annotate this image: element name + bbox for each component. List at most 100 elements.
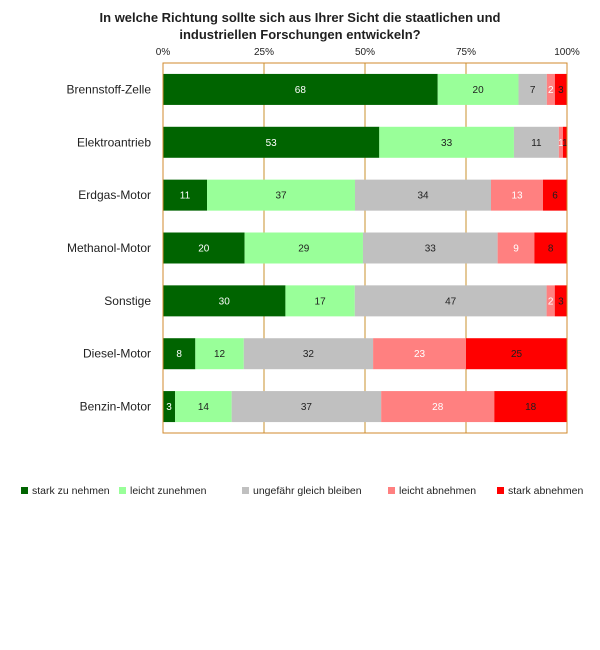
data-label: 2 <box>548 296 554 307</box>
data-label: 29 <box>298 244 310 255</box>
data-label: 28 <box>432 402 444 413</box>
category-labels: Brennstoff-Zelle Elektroantrieb Erdgas-Mot… <box>67 82 152 413</box>
bar-segment <box>379 126 514 158</box>
bar-segment <box>518 73 547 105</box>
bar-segment <box>362 232 498 264</box>
bar-segment <box>562 126 567 158</box>
bar-segment <box>497 232 535 264</box>
bar-segment <box>163 179 207 211</box>
bar-segment <box>546 73 555 105</box>
legend: stark zu nehmen leicht zunehmen ungefähr g… <box>21 485 583 497</box>
bar-segment <box>195 338 244 370</box>
legend-swatch <box>119 487 126 494</box>
bar-segment <box>163 73 438 105</box>
legend-label: stark abnehmen <box>508 485 583 497</box>
data-label: 12 <box>214 349 226 360</box>
data-label: 33 <box>425 244 437 255</box>
data-label: 7 <box>530 85 536 96</box>
legend-label: stark zu nehmen <box>32 485 110 497</box>
data-label: 14 <box>198 402 210 413</box>
bar-segment <box>207 179 355 211</box>
bar-segment <box>381 391 495 423</box>
data-label: 9 <box>513 244 519 255</box>
category-label: Elektroantrieb <box>77 135 151 149</box>
legend-swatch <box>242 487 249 494</box>
data-label: 68 <box>295 85 307 96</box>
x-axis-ticks: 0% 25% 50% 75% 100% <box>156 47 580 58</box>
bar-segment <box>163 338 196 370</box>
data-label: 3 <box>558 85 564 96</box>
category-label: Brennstoff-Zelle <box>67 82 152 96</box>
bar-segment <box>285 285 355 317</box>
data-label: 3 <box>166 402 172 413</box>
chart-title-line-2: industriellen Forschungen entwickeln? <box>179 27 420 42</box>
bar-segment <box>466 338 567 370</box>
data-label: 25 <box>511 349 523 360</box>
x-tick-label: 0% <box>156 47 171 58</box>
category-label: Sonstige <box>104 294 151 308</box>
x-tick-label: 25% <box>254 47 274 58</box>
data-label: 47 <box>445 296 457 307</box>
data-label: 8 <box>548 244 554 255</box>
legend-label: leicht abnehmen <box>399 485 476 497</box>
bar-segment <box>513 126 559 158</box>
legend-swatch <box>388 487 395 494</box>
data-label: 34 <box>417 191 429 202</box>
data-label: 11 <box>180 191 191 202</box>
bar-segment <box>163 232 245 264</box>
bar-segment <box>354 285 547 317</box>
data-label: 20 <box>473 85 485 96</box>
data-label: 53 <box>266 138 278 149</box>
data-label: 23 <box>414 349 426 360</box>
data-label: 18 <box>525 402 537 413</box>
bar-segment <box>163 126 380 158</box>
data-label: 1 <box>562 138 568 149</box>
legend-swatch <box>497 487 504 494</box>
bar-segment <box>355 179 491 211</box>
data-label: 8 <box>176 349 182 360</box>
legend-swatch <box>21 487 28 494</box>
x-tick-label: 100% <box>554 47 580 58</box>
legend-label: leicht zunehmen <box>130 485 207 497</box>
category-label: Methanol-Motor <box>67 241 151 255</box>
legend-label: ungefähr gleich bleiben <box>253 485 362 497</box>
category-label: Diesel-Motor <box>83 347 151 361</box>
bar-segment <box>244 232 363 264</box>
x-tick-label: 50% <box>355 47 375 58</box>
bar-segment <box>175 391 232 423</box>
x-tick-label: 75% <box>456 47 476 58</box>
data-label: 33 <box>441 138 453 149</box>
data-label: 2 <box>548 85 554 96</box>
bar-segment <box>163 391 176 423</box>
category-label: Erdgas-Motor <box>78 188 151 202</box>
data-label: 3 <box>558 296 564 307</box>
data-label: 32 <box>303 349 315 360</box>
bar-segment <box>554 73 567 105</box>
bar-segment <box>546 285 555 317</box>
data-label: 20 <box>198 244 210 255</box>
data-label: 6 <box>552 191 558 202</box>
bar-segment <box>437 73 519 105</box>
data-label: 37 <box>275 191 287 202</box>
data-label: 11 <box>531 138 542 149</box>
category-label: Benzin-Motor <box>80 400 151 414</box>
bar-segment <box>554 285 567 317</box>
data-label: 13 <box>511 191 523 202</box>
bar-segment <box>491 179 543 211</box>
chart-title-line-1: In welche Richtung sollte sich aus Ihrer… <box>100 10 501 25</box>
bar-segment <box>231 391 382 423</box>
bar-segment <box>543 179 567 211</box>
bar-segment <box>373 338 466 370</box>
bar-segment <box>494 391 567 423</box>
bar-segment <box>534 232 567 264</box>
data-label: 30 <box>219 296 231 307</box>
plot-area-border <box>162 62 568 434</box>
data-label: 37 <box>301 402 313 413</box>
bar-segment <box>558 126 563 158</box>
bar-segment <box>243 338 374 370</box>
data-label: 1 <box>558 138 564 149</box>
bar-segment <box>163 285 286 317</box>
data-label: 17 <box>315 296 327 307</box>
